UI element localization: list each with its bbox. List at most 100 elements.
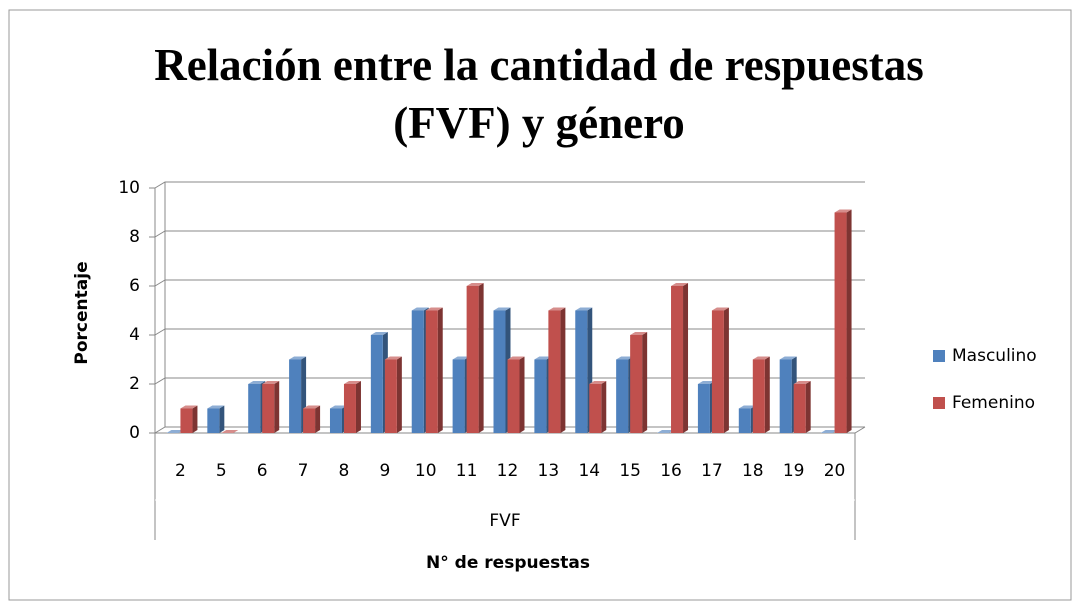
bar-side xyxy=(601,381,607,433)
bar-top xyxy=(370,332,388,335)
x-tick-label: 13 xyxy=(538,461,560,481)
grid-line xyxy=(154,328,865,336)
bar xyxy=(793,384,806,433)
bar-side xyxy=(219,405,225,433)
x-tick-label: 19 xyxy=(783,461,805,481)
bar-top xyxy=(507,356,525,360)
bar-top xyxy=(671,283,689,286)
group-label: FVF xyxy=(489,511,520,531)
bar xyxy=(303,408,316,433)
x-tick-label: 8 xyxy=(339,461,350,481)
bar xyxy=(507,359,520,433)
x-tick-label: 7 xyxy=(298,461,309,481)
bar-top xyxy=(548,307,566,311)
bar xyxy=(738,408,751,433)
bar-top xyxy=(248,381,266,384)
bar-side xyxy=(764,356,770,433)
bar xyxy=(752,359,765,433)
x-tick-label: 16 xyxy=(660,461,682,481)
bar-top xyxy=(752,356,770,360)
chart-title: Relación entre la cantidad de respuestas… xyxy=(154,40,924,148)
bar-side xyxy=(396,356,402,433)
bar-side xyxy=(519,356,525,433)
bar xyxy=(630,335,643,433)
bar-top xyxy=(207,405,225,409)
bar-top xyxy=(711,307,729,311)
bar-top xyxy=(738,405,756,409)
bar-side xyxy=(723,307,729,433)
bar xyxy=(534,359,547,433)
bar-top xyxy=(793,381,811,384)
bar-side xyxy=(192,405,198,433)
bar-top xyxy=(221,430,239,433)
bar-side xyxy=(315,405,321,433)
bar-side xyxy=(437,307,443,433)
y-tick-label: 4 xyxy=(129,325,140,345)
y-axis-title: Porcentaje xyxy=(72,261,92,364)
bar xyxy=(589,384,602,433)
bar-top xyxy=(343,381,361,384)
bar xyxy=(329,408,342,433)
bar-top xyxy=(697,381,715,384)
x-tick-label: 15 xyxy=(619,461,641,481)
bar-top xyxy=(289,356,307,360)
bar xyxy=(289,359,302,433)
bar xyxy=(262,384,275,433)
bar xyxy=(384,359,397,433)
legend-label: Masculino xyxy=(952,346,1037,366)
bar xyxy=(834,212,847,433)
bar xyxy=(493,310,506,433)
bar-top xyxy=(589,381,607,384)
bar-top xyxy=(262,381,280,384)
legend-swatch xyxy=(933,350,945,362)
bar-top xyxy=(329,405,347,409)
grid-line xyxy=(154,230,865,238)
y-tick-label: 8 xyxy=(129,227,140,247)
bar-side xyxy=(478,283,484,433)
bar-top xyxy=(820,430,838,433)
bar xyxy=(711,310,724,433)
bar-side xyxy=(846,209,852,433)
x-tick-label: 9 xyxy=(379,461,390,481)
bar xyxy=(411,310,424,433)
legend-label: Femenino xyxy=(952,393,1035,413)
bar-top xyxy=(452,356,470,360)
bar xyxy=(697,384,710,433)
bar-top xyxy=(657,430,675,433)
bar-side xyxy=(355,381,361,433)
bar-side xyxy=(683,283,689,433)
bar-side xyxy=(560,307,566,433)
bar-top xyxy=(384,356,402,360)
x-tick-label: 17 xyxy=(701,461,723,481)
bar xyxy=(248,384,261,433)
x-axis-title: N° de respuestas xyxy=(426,553,590,573)
y-tick-label: 10 xyxy=(118,178,140,198)
y-tick-label: 6 xyxy=(129,276,140,296)
bar-top xyxy=(779,356,797,360)
bar-top xyxy=(411,307,429,311)
bar-top xyxy=(493,307,511,311)
legend-swatch xyxy=(933,397,945,409)
bar-side xyxy=(274,381,280,433)
bar-top xyxy=(834,209,852,213)
bar-top xyxy=(303,405,321,409)
chart-border xyxy=(8,9,1072,601)
x-tick-label: 18 xyxy=(742,461,764,481)
x-tick-label: 5 xyxy=(216,461,227,481)
y-tick-label: 0 xyxy=(129,423,140,443)
bar xyxy=(548,310,561,433)
bar-top xyxy=(534,356,552,360)
x-tick-label: 12 xyxy=(497,461,519,481)
bar xyxy=(671,286,684,433)
bar-top xyxy=(166,430,184,433)
x-tick-label: 10 xyxy=(415,461,437,481)
bar-side xyxy=(805,381,811,433)
bar xyxy=(575,310,588,433)
x-tick-label: 6 xyxy=(257,461,268,481)
bar xyxy=(466,286,479,433)
bar xyxy=(207,408,220,433)
bar xyxy=(343,384,356,433)
bar-top xyxy=(466,283,484,286)
bar-top xyxy=(630,332,648,335)
